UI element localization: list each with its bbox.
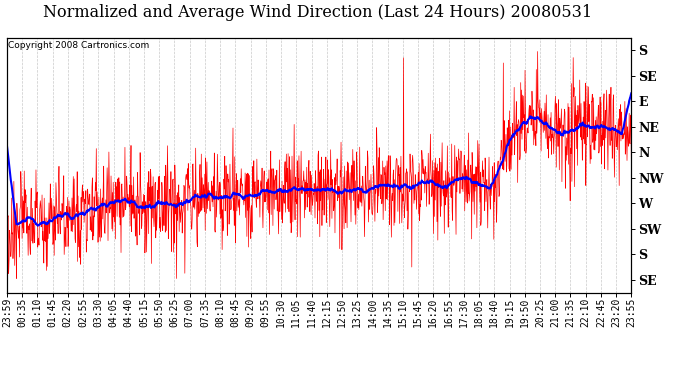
Text: Normalized and Average Wind Direction (Last 24 Hours) 20080531: Normalized and Average Wind Direction (L… — [43, 4, 592, 21]
Text: Copyright 2008 Cartronics.com: Copyright 2008 Cartronics.com — [8, 41, 150, 50]
